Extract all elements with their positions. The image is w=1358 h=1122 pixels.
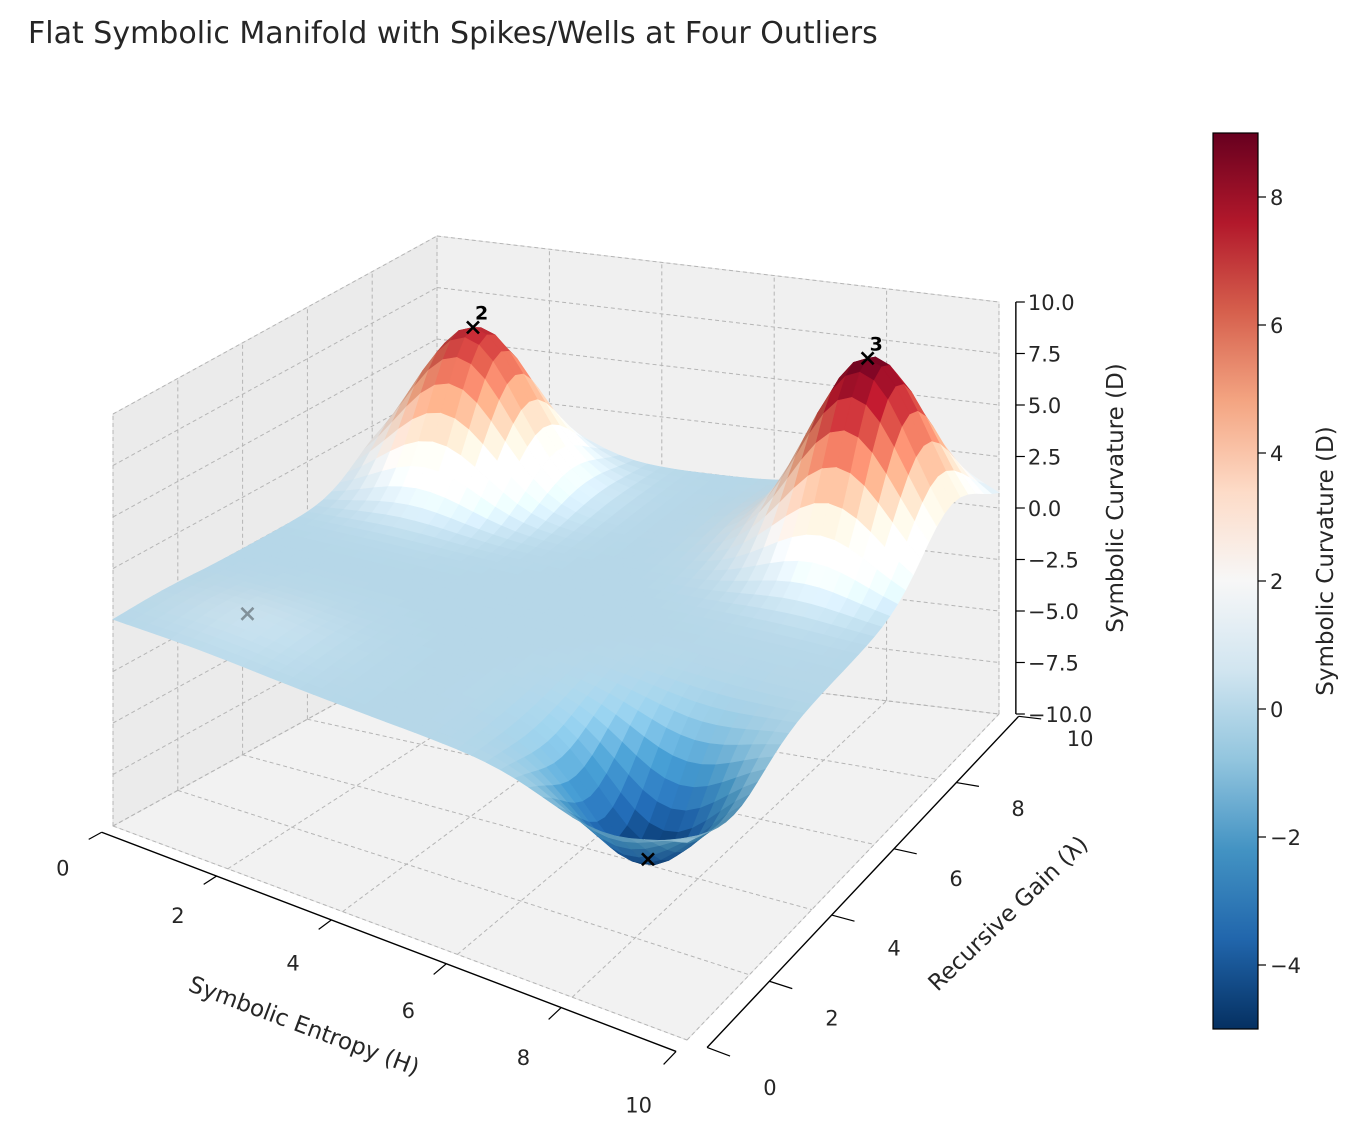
y-tick-mark: [956, 781, 980, 787]
outlier-cross-stroke: [240, 606, 255, 621]
x-tick-label: 6: [402, 999, 415, 1023]
x-tick-label: 8: [517, 1046, 530, 1070]
y-tick-label: 8: [1011, 797, 1024, 821]
colorbar-gradient: [1212, 132, 1259, 1030]
y-tick-mark: [1018, 715, 1042, 720]
y-tick-label: 10: [1067, 727, 1094, 751]
colorbar-tick-label: 4: [1270, 442, 1283, 466]
outlier-marker: [641, 852, 655, 867]
outlier-label: 3: [870, 333, 883, 355]
colorbar-tick-label: 0: [1270, 698, 1283, 722]
y-axis-label: Recursive Gain (λ): [924, 831, 1094, 996]
x-tick-mark: [433, 963, 447, 975]
x-axis-label: Symbolic Entropy (H): [185, 972, 423, 1082]
floor-grid-y: [177, 789, 750, 976]
colorbar-ticks: −4 −2 0 2 4 6 8: [1258, 186, 1301, 978]
outlier-marker: [240, 606, 255, 621]
colorbar-tick-label: −2: [1270, 826, 1301, 850]
x-tick-label: 2: [171, 904, 184, 928]
left-grid-z: [112, 287, 438, 466]
outlier-cross-stroke: [641, 852, 655, 867]
y-tick-mark: [706, 1046, 731, 1057]
x-tick-label: 0: [56, 857, 69, 881]
y-axis-line: [706, 715, 1020, 1048]
y-tick-label: 0: [763, 1076, 776, 1100]
outlier-cross-stroke: [860, 351, 875, 366]
left-grid-z: [112, 390, 438, 569]
z-tick-label: 7.5: [1028, 343, 1061, 367]
back-grid-z: [436, 287, 1000, 354]
z-tick-label: −5.0: [1028, 600, 1079, 624]
z-tick-label: −7.5: [1028, 652, 1079, 676]
z-tick-label: −2.5: [1028, 549, 1079, 573]
y-tick-mark: [831, 914, 855, 922]
left-grid-z: [112, 235, 438, 415]
floor-grid-y: [242, 754, 812, 911]
y-tick-label: 4: [887, 937, 900, 961]
axes: 02468100246810−10.0−7.5−5.0−2.50.02.55.0…: [56, 291, 1093, 1118]
colorbar-tick-label: 8: [1270, 186, 1283, 210]
outlier-marker: 3: [860, 333, 883, 366]
x-tick-label: 10: [625, 1094, 652, 1118]
outlier-marker: 2: [466, 302, 488, 335]
outlier-cross-stroke: [240, 606, 255, 621]
outlier-markers: 23: [240, 302, 883, 867]
x-axis-line: [101, 831, 677, 1053]
y-tick-label: 2: [825, 1006, 838, 1030]
z-tick-label: −10.0: [1028, 703, 1092, 727]
outlier-label: 2: [475, 302, 488, 324]
floor-grid-x: [571, 700, 887, 998]
z-axis-label: Symbolic Curvature (D): [1103, 363, 1129, 633]
y-tick-label: 6: [949, 867, 962, 891]
z-tick-label: 10.0: [1028, 291, 1075, 315]
colorbar-tick-label: 2: [1270, 570, 1283, 594]
colorbar-tick-label: −4: [1270, 954, 1301, 978]
y-tick-mark: [893, 848, 917, 855]
x-tick-mark: [318, 919, 332, 930]
z-tick-label: 2.5: [1028, 446, 1061, 470]
x-tick-mark: [663, 1050, 677, 1065]
z-tick-label: 5.0: [1028, 394, 1061, 418]
outlier-cross-stroke: [466, 320, 480, 335]
back-grid-z: [436, 235, 1000, 303]
floor-grid-y: [372, 683, 937, 780]
colorbar-label: Symbolic Curvature (D): [1313, 426, 1339, 696]
y-tick-mark: [769, 980, 793, 990]
x-tick-mark: [203, 875, 217, 885]
chart-title: Flat Symbolic Manifold with Spikes/Wells…: [28, 16, 878, 51]
surface-patch: [672, 838, 695, 843]
surface-mesh: [112, 326, 1000, 866]
left-grid-z: [112, 338, 438, 518]
z-tick-label: 0.0: [1028, 497, 1061, 521]
x-tick-label: 4: [286, 951, 299, 975]
floor-grid-x: [686, 713, 1000, 1041]
colorbar-tick-label: 6: [1270, 314, 1283, 338]
colorbar: −4 −2 0 2 4 6 8 Symbolic Curvature (D): [1212, 132, 1339, 1030]
x-tick-mark: [88, 831, 102, 840]
x-tick-mark: [548, 1007, 562, 1020]
